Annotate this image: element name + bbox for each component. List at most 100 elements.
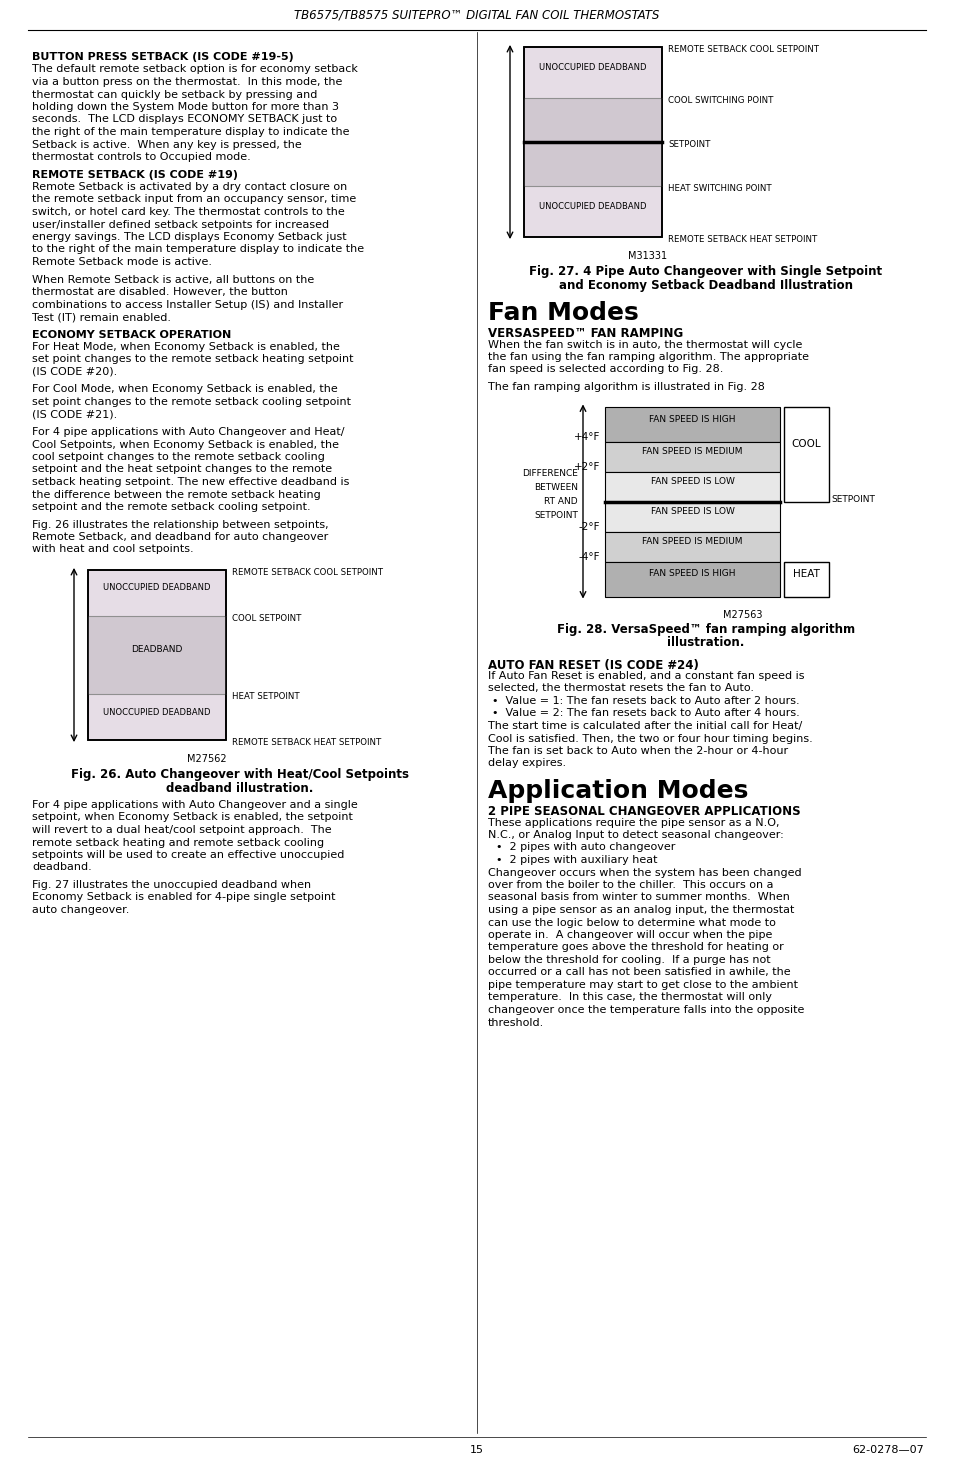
Text: +4°F: +4°F: [573, 432, 599, 442]
Text: SETPOINT: SETPOINT: [830, 496, 874, 504]
Text: ECONOMY SETBACK OPERATION: ECONOMY SETBACK OPERATION: [32, 329, 231, 339]
Text: COOL SETPOINT: COOL SETPOINT: [232, 614, 301, 622]
Text: UNOCCUPIED DEADBAND: UNOCCUPIED DEADBAND: [103, 584, 211, 593]
Text: FAN SPEED IS MEDIUM: FAN SPEED IS MEDIUM: [641, 447, 742, 456]
Text: Test (IT) remain enabled.: Test (IT) remain enabled.: [32, 313, 171, 322]
Text: setback heating setpoint. The new effective deadband is: setback heating setpoint. The new effect…: [32, 476, 349, 487]
Text: UNOCCUPIED DEADBAND: UNOCCUPIED DEADBAND: [538, 63, 646, 72]
Bar: [88, 617, 226, 695]
Text: temperature.  In this case, the thermostat will only: temperature. In this case, the thermosta…: [488, 993, 771, 1003]
Text: setpoints will be used to create an effective unoccupied: setpoints will be used to create an effe…: [32, 850, 344, 860]
Text: When Remote Setback is active, all buttons on the: When Remote Setback is active, all butto…: [32, 274, 314, 285]
Text: occurred or a call has not been satisfied in awhile, the: occurred or a call has not been satisfie…: [488, 968, 790, 978]
Text: 15: 15: [470, 1446, 483, 1454]
Text: FAN SPEED IS HIGH: FAN SPEED IS HIGH: [649, 569, 735, 578]
Text: REMOTE SETBACK COOL SETPOINT: REMOTE SETBACK COOL SETPOINT: [232, 568, 382, 577]
Text: N.C., or Analog Input to detect seasonal changeover:: N.C., or Analog Input to detect seasonal…: [488, 830, 783, 839]
Text: For Cool Mode, when Economy Setback is enabled, the: For Cool Mode, when Economy Setback is e…: [32, 385, 337, 394]
Text: fan speed is selected according to Fig. 28.: fan speed is selected according to Fig. …: [488, 364, 722, 375]
Text: SETPOINT: SETPOINT: [534, 510, 578, 521]
Text: For 4 pipe applications with Auto Changeover and Heat/: For 4 pipe applications with Auto Change…: [32, 426, 344, 437]
Bar: [604, 472, 780, 502]
Bar: [604, 407, 780, 441]
Text: VERSASPEED™ FAN RAMPING: VERSASPEED™ FAN RAMPING: [488, 327, 682, 341]
Text: energy savings. The LCD displays Economy Setback just: energy savings. The LCD displays Economy…: [32, 232, 346, 242]
Text: the remote setback input from an occupancy sensor, time: the remote setback input from an occupan…: [32, 195, 355, 205]
Text: BUTTON PRESS SETBACK (IS CODE #19-5): BUTTON PRESS SETBACK (IS CODE #19-5): [32, 52, 294, 62]
Text: •  2 pipes with auxiliary heat: • 2 pipes with auxiliary heat: [496, 855, 657, 864]
Text: REMOTE SETBACK HEAT SETPOINT: REMOTE SETBACK HEAT SETPOINT: [667, 235, 817, 243]
Text: For 4 pipe applications with Auto Changeover and a single: For 4 pipe applications with Auto Change…: [32, 799, 357, 810]
Bar: [523, 47, 661, 237]
Text: with heat and cool setpoints.: with heat and cool setpoints.: [32, 544, 193, 555]
Text: user/installer defined setback setpoints for increased: user/installer defined setback setpoints…: [32, 220, 329, 230]
Text: seasonal basis from winter to summer months.  When: seasonal basis from winter to summer mon…: [488, 892, 789, 903]
Text: HEAT SWITCHING POINT: HEAT SWITCHING POINT: [667, 184, 771, 193]
Text: SETPOINT: SETPOINT: [667, 140, 710, 149]
Text: operate in.  A changeover will occur when the pipe: operate in. A changeover will occur when…: [488, 931, 772, 940]
Text: -2°F: -2°F: [578, 522, 599, 532]
Text: thermostat controls to Occupied mode.: thermostat controls to Occupied mode.: [32, 152, 251, 162]
Text: the right of the main temperature display to indicate the: the right of the main temperature displa…: [32, 127, 349, 137]
Bar: [604, 441, 780, 472]
Text: setpoint and the remote setback cooling setpoint.: setpoint and the remote setback cooling …: [32, 502, 311, 512]
Text: set point changes to the remote setback heating setpoint: set point changes to the remote setback …: [32, 354, 354, 364]
Text: auto changeover.: auto changeover.: [32, 906, 130, 914]
Text: •  Value = 1: The fan resets back to Auto after 2 hours.: • Value = 1: The fan resets back to Auto…: [492, 696, 799, 707]
Text: M31331: M31331: [628, 251, 667, 261]
Bar: [88, 569, 226, 740]
Text: Fan Modes: Fan Modes: [488, 301, 639, 324]
Text: selected, the thermostat resets the fan to Auto.: selected, the thermostat resets the fan …: [488, 683, 753, 693]
Text: COOL: COOL: [791, 440, 821, 448]
Bar: [523, 47, 661, 237]
Text: These applications require the pipe sensor as a N.O,: These applications require the pipe sens…: [488, 817, 779, 827]
Text: setpoint and the heat setpoint changes to the remote: setpoint and the heat setpoint changes t…: [32, 465, 332, 475]
Text: below the threshold for cooling.  If a purge has not: below the threshold for cooling. If a pu…: [488, 954, 770, 965]
Text: cool setpoint changes to the remote setback cooling: cool setpoint changes to the remote setb…: [32, 451, 325, 462]
Text: AUTO FAN RESET (IS CODE #24): AUTO FAN RESET (IS CODE #24): [488, 658, 699, 671]
Text: M27562: M27562: [187, 754, 227, 764]
Text: When the fan switch is in auto, the thermostat will cycle: When the fan switch is in auto, the ther…: [488, 339, 801, 350]
Text: 62-0278—07: 62-0278—07: [851, 1446, 923, 1454]
Text: seconds.  The LCD displays ECONOMY SETBACK just to: seconds. The LCD displays ECONOMY SETBAC…: [32, 115, 336, 124]
Text: delay expires.: delay expires.: [488, 758, 565, 768]
Text: Fig. 26. Auto Changeover with Heat/Cool Setpoints: Fig. 26. Auto Changeover with Heat/Cool …: [71, 768, 409, 780]
Text: RT AND: RT AND: [544, 497, 578, 506]
Text: DIFFERENCE: DIFFERENCE: [521, 469, 578, 478]
Text: the difference between the remote setback heating: the difference between the remote setbac…: [32, 490, 320, 500]
Text: FAN SPEED IS HIGH: FAN SPEED IS HIGH: [649, 414, 735, 423]
Text: changeover once the temperature falls into the opposite: changeover once the temperature falls in…: [488, 1004, 803, 1015]
Text: Economy Setback is enabled for 4-pipe single setpoint: Economy Setback is enabled for 4-pipe si…: [32, 892, 335, 903]
Text: UNOCCUPIED DEADBAND: UNOCCUPIED DEADBAND: [103, 708, 211, 717]
Text: •  Value = 2: The fan resets back to Auto after 4 hours.: • Value = 2: The fan resets back to Auto…: [492, 708, 799, 718]
Text: threshold.: threshold.: [488, 1018, 543, 1028]
Text: pipe temperature may start to get close to the ambient: pipe temperature may start to get close …: [488, 979, 797, 990]
Text: Cool is satisfied. Then, the two or four hour timing begins.: Cool is satisfied. Then, the two or four…: [488, 733, 812, 743]
Text: (IS CODE #20).: (IS CODE #20).: [32, 367, 117, 378]
Text: remote setback heating and remote setback cooling: remote setback heating and remote setbac…: [32, 838, 324, 848]
Text: (IS CODE #21).: (IS CODE #21).: [32, 410, 117, 419]
Text: REMOTE SETBACK (IS CODE #19): REMOTE SETBACK (IS CODE #19): [32, 170, 237, 180]
Text: FAN SPEED IS LOW: FAN SPEED IS LOW: [650, 507, 734, 516]
Text: COOL SWITCHING POINT: COOL SWITCHING POINT: [667, 96, 773, 105]
Text: -4°F: -4°F: [578, 553, 599, 562]
Text: thermostat can quickly be setback by pressing and: thermostat can quickly be setback by pre…: [32, 90, 317, 99]
Text: •  2 pipes with auto changeover: • 2 pipes with auto changeover: [496, 842, 675, 853]
Text: the fan using the fan ramping algorithm. The appropriate: the fan using the fan ramping algorithm.…: [488, 353, 808, 361]
Bar: [604, 562, 780, 596]
Text: deadband illustration.: deadband illustration.: [166, 782, 314, 795]
Text: +2°F: +2°F: [573, 463, 599, 472]
Bar: [523, 99, 661, 186]
Text: Fig. 28. VersaSpeed™ fan ramping algorithm: Fig. 28. VersaSpeed™ fan ramping algorit…: [557, 622, 854, 636]
Text: Remote Setback mode is active.: Remote Setback mode is active.: [32, 257, 212, 267]
Text: can use the logic below to determine what mode to: can use the logic below to determine wha…: [488, 917, 775, 928]
Bar: [783, 562, 828, 596]
Text: holding down the System Mode button for more than 3: holding down the System Mode button for …: [32, 102, 338, 112]
Text: combinations to access Installer Setup (IS) and Installer: combinations to access Installer Setup (…: [32, 299, 343, 310]
Text: FAN SPEED IS MEDIUM: FAN SPEED IS MEDIUM: [641, 537, 742, 546]
Text: The start time is calculated after the initial call for Heat/: The start time is calculated after the i…: [488, 721, 801, 732]
Text: FAN SPEED IS LOW: FAN SPEED IS LOW: [650, 476, 734, 485]
Text: switch, or hotel card key. The thermostat controls to the: switch, or hotel card key. The thermosta…: [32, 207, 344, 217]
Text: M27563: M27563: [722, 611, 761, 621]
Text: Remote Setback, and deadband for auto changeover: Remote Setback, and deadband for auto ch…: [32, 532, 328, 541]
